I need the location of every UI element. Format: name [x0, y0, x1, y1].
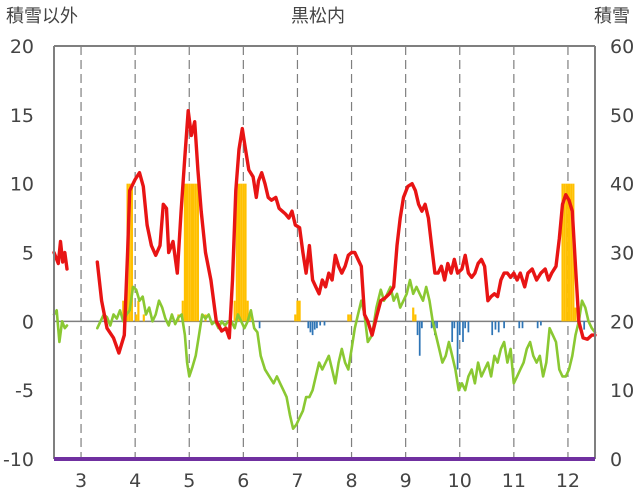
red-line-segment-0 — [52, 239, 69, 271]
month-label-3: 3 — [75, 470, 87, 492]
blue-bar-19 — [464, 321, 467, 329]
month-label-12: 12 — [556, 470, 580, 492]
blue-bar-4 — [313, 321, 316, 330]
snow-depth-bar-44 — [412, 307, 415, 322]
snow-depth-bar-16 — [181, 300, 184, 322]
left-tick-label-20: 20 — [10, 36, 34, 58]
green-line-segment-0 — [52, 309, 69, 344]
left-tick-label-5: 5 — [22, 243, 34, 265]
snow-depth-bar-17 — [183, 183, 187, 322]
blue-bar-21 — [491, 321, 494, 336]
snow-depth-bar-30 — [237, 183, 241, 322]
snow-depth-bar-7 — [137, 300, 140, 322]
snow-depth-bar-21 — [192, 183, 195, 322]
snow-depth-bar-28 — [233, 300, 236, 322]
left-tick-label-0: 0 — [22, 311, 34, 333]
blue-bar-22 — [494, 321, 497, 330]
snow-depth-bar-39 — [298, 300, 301, 322]
blue-bar-5 — [316, 321, 318, 329]
blue-bar-17 — [458, 321, 461, 336]
blue-bar-28 — [540, 321, 542, 326]
blue-bar-9 — [418, 321, 421, 356]
right-tick-label-50: 50 — [610, 105, 634, 127]
snow-depth-bar-23 — [196, 183, 199, 322]
blue-bar-13 — [436, 321, 438, 329]
left-tick-label-15: 15 — [10, 105, 34, 127]
blue-bar-27 — [536, 321, 539, 329]
month-label-8: 8 — [346, 470, 358, 492]
blue-bar-11 — [430, 321, 433, 329]
snow-depth-bar-19 — [188, 183, 191, 322]
blue-bar-23 — [497, 321, 500, 333]
blue-bar-10 — [421, 321, 423, 329]
month-label-4: 4 — [129, 470, 141, 492]
right-axis-title: 積雪 — [594, 6, 630, 27]
snow-depth-bar-31 — [240, 183, 243, 322]
snow-depth-bar-38 — [296, 300, 299, 322]
line-layer — [52, 109, 597, 430]
plot-frame — [53, 45, 596, 461]
snow-depth-bar-34 — [246, 300, 249, 322]
month-label-9: 9 — [400, 470, 412, 492]
blue-bar-15 — [453, 321, 456, 329]
snow-depth-bar-53 — [574, 307, 577, 322]
blue-bar-14 — [451, 321, 454, 342]
snow-depth-bar-41 — [347, 314, 350, 322]
right-tick-label-40: 40 — [610, 174, 634, 196]
snow-depth-bar-4 — [130, 183, 133, 322]
blue-bar-24 — [503, 321, 505, 329]
snow-depth-bar-42 — [349, 314, 352, 322]
snow-depth-bar-22 — [194, 183, 197, 322]
month-label-10: 10 — [448, 470, 472, 492]
snow-depth-bar-49 — [565, 183, 568, 322]
blue-bar-2 — [309, 321, 312, 333]
blue-bar-0 — [258, 321, 261, 329]
left-tick-label-10: 10 — [10, 174, 34, 196]
snow-depth-bar-20 — [190, 183, 193, 322]
blue-bar-6 — [319, 321, 322, 326]
snow-depth-bar-3 — [128, 183, 131, 322]
snow-depth-bar-32 — [242, 183, 245, 322]
snow-depth-bar-33 — [244, 183, 247, 322]
chart-grid — [54, 46, 595, 459]
snow-depth-bar-18 — [186, 183, 189, 322]
snow-depth-bar-9 — [142, 314, 145, 322]
left-tick-label--10: -10 — [3, 449, 34, 471]
snow-depth-bar-48 — [563, 183, 566, 322]
snow-depth-bar-47 — [561, 183, 564, 322]
snow-depth-bar-51 — [570, 183, 573, 322]
red-line-segment-1 — [95, 109, 597, 355]
month-label-5: 5 — [183, 470, 195, 492]
left-tick-label--5: -5 — [15, 380, 34, 402]
blue-bar-26 — [521, 321, 524, 329]
snow-depth-bar-37 — [294, 314, 297, 322]
blue-bar-1 — [307, 321, 310, 329]
snow-depth-bar-50 — [567, 183, 571, 322]
blue-bar-25 — [518, 321, 521, 329]
green-line-segment-1 — [96, 278, 597, 430]
blue-bar-7 — [323, 321, 326, 326]
snow-depth-bar-6 — [135, 314, 138, 322]
blue-bar-16 — [456, 321, 459, 370]
blue-bar-3 — [311, 321, 314, 336]
blue-bar-20 — [467, 321, 470, 333]
month-label-11: 11 — [502, 470, 526, 492]
blue-bar-18 — [462, 321, 464, 342]
right-tick-label-10: 10 — [610, 380, 634, 402]
right-tick-label-30: 30 — [610, 243, 634, 265]
left-axis-title: 積雪以外 — [6, 6, 78, 27]
blue-bar-8 — [416, 321, 419, 336]
snow-depth-bar-29 — [235, 183, 238, 322]
chart-title: 黒松内 — [291, 6, 345, 27]
snow-depth-bar-45 — [414, 314, 417, 322]
month-label-6: 6 — [237, 470, 249, 492]
month-label-7: 7 — [291, 470, 303, 492]
right-tick-label-20: 20 — [610, 311, 634, 333]
blue-bar-29 — [583, 321, 586, 330]
right-tick-label-0: 0 — [610, 449, 622, 471]
snow-depth-bar-0 — [122, 300, 125, 322]
right-tick-label-60: 60 — [610, 36, 634, 58]
